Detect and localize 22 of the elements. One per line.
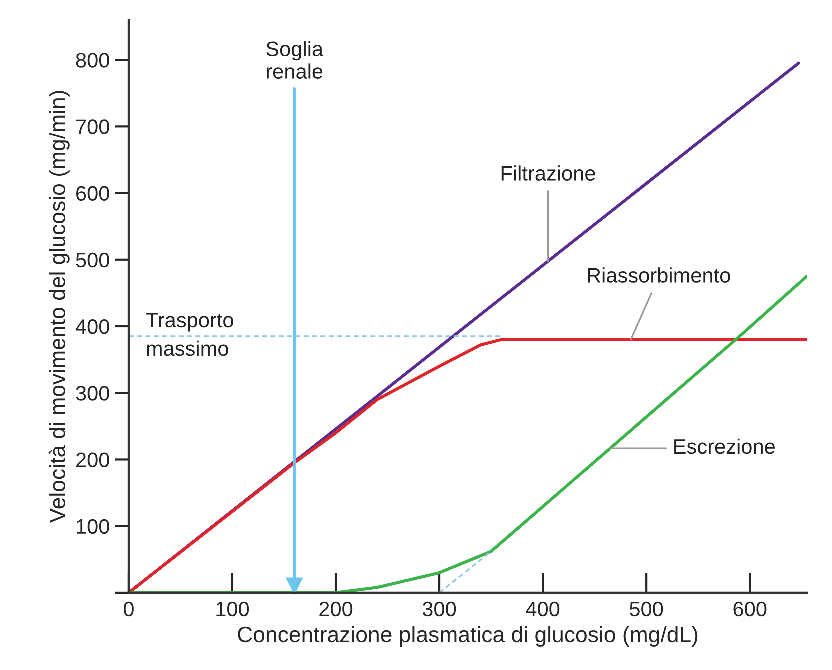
annotation: Trasporto massimo — [146, 313, 234, 356]
x-tick-label: 300 — [422, 602, 456, 617]
y-tick-label: 100 — [77, 519, 110, 534]
x-tick-label: 500 — [630, 602, 664, 617]
ref-line-label: Soglia renale — [266, 41, 324, 79]
y-tick-label: 700 — [76, 120, 110, 134]
y-tick-label: 600 — [76, 186, 110, 202]
x-tick-label: 400 — [526, 602, 560, 617]
series-label: Filtrazione — [502, 166, 596, 181]
y-tick-label: 500 — [76, 252, 110, 268]
y-tick-label: 800 — [76, 53, 110, 68]
y-tick-label: 300 — [76, 386, 110, 401]
x-tick-label: 100 — [216, 602, 250, 617]
y-tick-label: 400 — [76, 320, 110, 334]
x-axis-title: Concentrazione plasmatica di glucosio (mg/dL) — [238, 626, 698, 647]
x-tick-label: 600 — [734, 602, 767, 617]
x-tick-label: 200 — [320, 602, 353, 617]
series-label: Escrezione — [674, 438, 775, 454]
x-tick-label: 0 — [124, 602, 134, 617]
y-axis-title: Velocità di movimento del glucosio (mg/min) — [48, 91, 70, 524]
y-tick-label: 200 — [76, 452, 110, 468]
text: Riassorbimento — [588, 268, 730, 283]
